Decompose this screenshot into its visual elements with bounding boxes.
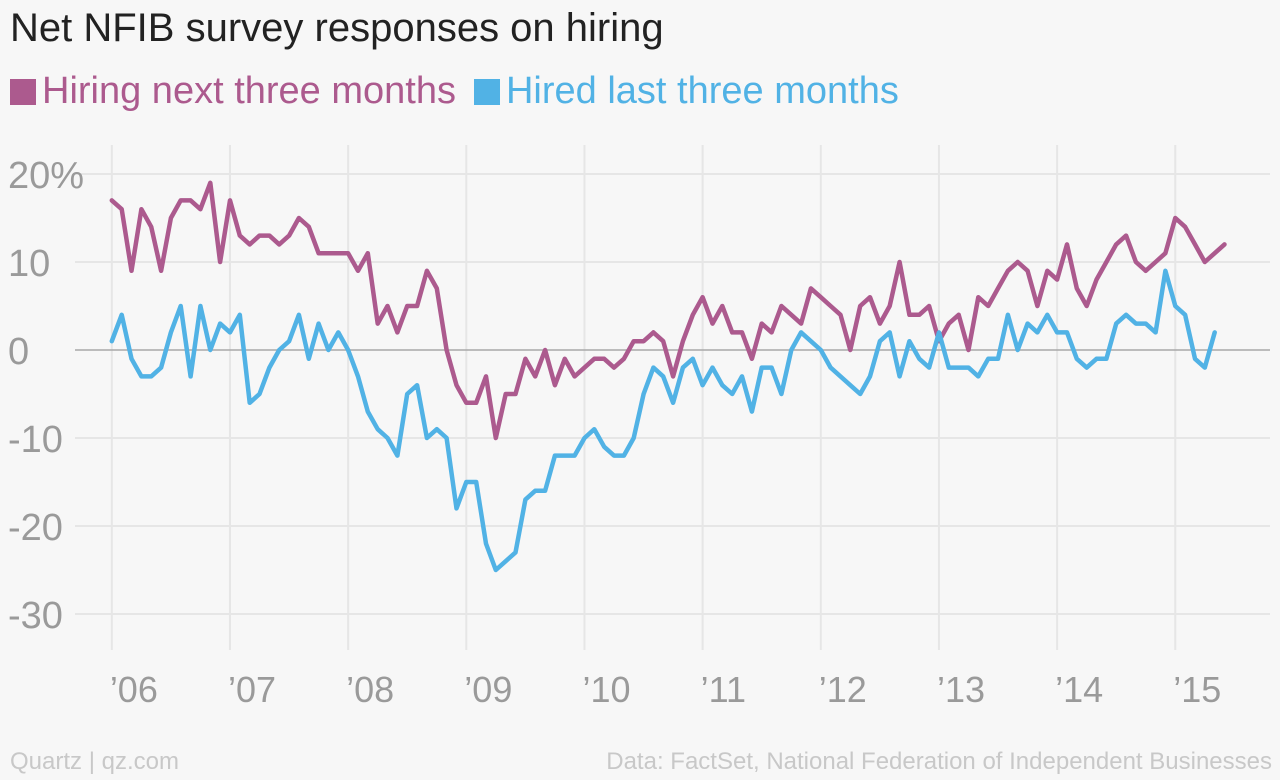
x-tick-label: ’06 (110, 669, 158, 710)
legend-label-hiring-next: Hiring next three months (42, 70, 456, 112)
series-line-hiring-next (109, 180, 1227, 441)
x-tick-label: ’15 (1173, 669, 1221, 710)
y-tick-label: 20% (8, 155, 84, 197)
y-tick-label: 10 (8, 243, 50, 285)
footer-source-right: Data: FactSet, National Federation of In… (606, 748, 1272, 775)
legend: Hiring next three months Hired last thre… (10, 70, 917, 113)
chart-title: Net NFIB survey responses on hiring (10, 6, 664, 50)
y-tick-label: -30 (8, 595, 63, 637)
y-tick-label: -20 (8, 507, 63, 549)
series-line-hired-last (109, 268, 1217, 573)
y-tick-label: -10 (8, 419, 63, 461)
legend-item-hiring-next: Hiring next three months (10, 70, 456, 113)
x-tick-label: ’12 (819, 669, 867, 710)
x-tick-label: ’07 (228, 669, 276, 710)
x-tick-label: ’14 (1055, 669, 1103, 710)
legend-label-hired-last: Hired last three months (505, 70, 899, 112)
footer-source-left: Quartz | qz.com (10, 748, 179, 775)
x-tick-label: ’11 (701, 669, 746, 710)
x-tick-label: ’08 (346, 669, 394, 710)
x-tick-label: ’13 (937, 669, 985, 710)
legend-swatch-hired-last (473, 78, 500, 105)
y-tick-label: 0 (8, 331, 29, 373)
legend-item-hired-last: Hired last three months (473, 70, 899, 113)
legend-swatch-hiring-next (10, 78, 36, 105)
x-tick-label: ’10 (582, 669, 630, 710)
x-tick-label: ’09 (464, 669, 512, 710)
